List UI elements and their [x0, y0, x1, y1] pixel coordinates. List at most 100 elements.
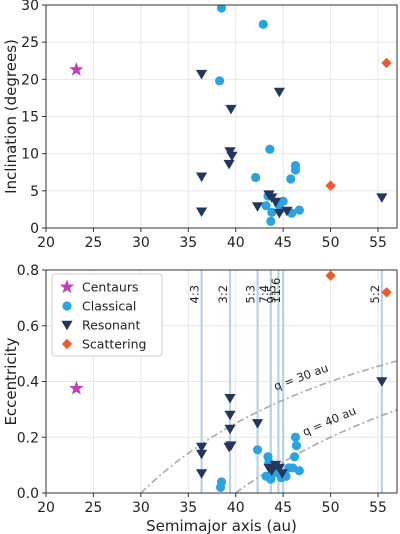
x-tick-label: 25 [85, 235, 103, 251]
data-point-resonant [376, 193, 388, 203]
perihelion-label: q = 30 au [272, 361, 330, 394]
x-tick-label: 35 [179, 235, 197, 251]
data-point-classical [216, 5, 227, 13]
data-point-resonant [269, 197, 282, 208]
data-point-classical [215, 482, 226, 493]
legend-marker-centaurs [59, 279, 75, 294]
y-tick-label: 0.6 [17, 319, 39, 335]
data-point-scattering [325, 180, 336, 191]
plot-area [69, 5, 392, 226]
resonance-label: 9:5 [264, 285, 278, 304]
resonance-label: 5:3 [244, 285, 258, 304]
data-point-classical [266, 474, 276, 484]
x-tick-label: 45 [274, 500, 292, 516]
y-tick-label: 0.2 [17, 430, 39, 446]
y-tick-label: 20 [21, 72, 39, 88]
data-point-classical [267, 207, 277, 217]
x-tick-label: 50 [322, 500, 340, 516]
x-tick-label: 45 [274, 235, 292, 251]
data-point-classical [258, 19, 268, 29]
x-tick-label: 40 [227, 235, 245, 251]
resonance-label: 3:2 [216, 285, 230, 304]
data-point-resonant [273, 463, 285, 474]
y-axis-label: Eccentricity [2, 337, 20, 425]
data-point-resonant [225, 104, 237, 115]
y-axis-label: Inclination (degrees) [2, 39, 20, 194]
x-tick-label: 40 [227, 500, 245, 516]
data-point-resonant [376, 377, 388, 387]
data-point-resonant [223, 159, 235, 170]
data-point-scattering [381, 287, 392, 298]
data-point-resonant [273, 87, 285, 98]
legend-label-scattering: Scattering [82, 337, 146, 352]
data-point-resonant [273, 208, 285, 219]
y-tick-label: 5 [30, 184, 39, 200]
resonance-label: 5:2 [368, 285, 382, 304]
legend-label-centaurs: Centaurs [82, 280, 138, 295]
data-point-resonant [195, 172, 208, 183]
y-tick-label: 0.4 [17, 375, 39, 391]
data-point-centaurs [69, 380, 84, 395]
data-point-resonant [224, 424, 236, 435]
data-point-resonant [226, 151, 238, 162]
data-point-centaurs [69, 62, 84, 76]
data-point-resonant [266, 466, 278, 477]
resonance-label: 4:3 [188, 285, 202, 304]
data-point-resonant [195, 207, 208, 217]
data-point-resonant [195, 449, 208, 460]
legend-marker-resonant [61, 320, 73, 331]
legend-label-classical: Classical [82, 299, 136, 314]
inclination-panel: 0 5 10 15 20 25 30 20 25 30 35 40 45 50 55 Inclination … [2, 0, 398, 251]
x-tick-label: 30 [132, 500, 150, 516]
x-tick-label: 50 [322, 235, 340, 251]
perihelion-curve [140, 360, 397, 493]
y-tick-label: 10 [21, 147, 39, 163]
x-tick-label: 25 [85, 500, 103, 516]
y-tick-label: 0.8 [17, 263, 39, 279]
legend-marker-scattering [61, 338, 73, 350]
data-point-classical [251, 172, 261, 183]
data-point-classical [286, 174, 296, 184]
data-point-resonant [276, 469, 288, 479]
x-tick-label: 20 [37, 235, 55, 251]
x-tick-label: 55 [369, 235, 387, 251]
data-point-classical [289, 452, 300, 462]
y-tick-label: 0 [30, 221, 39, 237]
legend-marker-classical [62, 301, 72, 311]
data-point-classical [215, 76, 225, 86]
y-tick-label: 25 [21, 35, 39, 51]
resonance-label: 7:4 [257, 285, 271, 304]
legend-label-resonant: Resonant [82, 318, 140, 333]
data-point-classical [266, 216, 276, 226]
data-point-classical [290, 165, 301, 175]
resonance-label: 11:6 [269, 278, 283, 304]
data-point-resonant [195, 469, 208, 479]
data-point-scattering [325, 270, 336, 281]
data-point-classical [261, 201, 271, 211]
data-point-resonant [223, 442, 235, 453]
x-axis-label: Semimajor axis (au) [146, 517, 297, 534]
x-tick-label: 35 [179, 500, 197, 516]
data-point-resonant [195, 69, 208, 80]
data-point-resonant [224, 410, 236, 421]
data-point-resonant [251, 202, 264, 212]
y-tick-label: 0.0 [17, 486, 39, 502]
x-tick-label: 30 [132, 235, 150, 251]
data-point-classical [294, 205, 304, 215]
data-point-resonant [224, 394, 236, 404]
data-point-resonant [251, 419, 264, 429]
eccentricity-panel: 4:3 3:2 5:3 7:49:511:6 5:2 q = 30 au q = 40 au… [2, 263, 398, 534]
x-tick-label: 55 [369, 500, 387, 516]
plot-area [69, 270, 397, 493]
x-tick-label: 20 [37, 500, 55, 516]
y-tick-label: 15 [21, 110, 39, 126]
data-point-scattering [381, 57, 392, 69]
data-point-classical [265, 144, 275, 154]
data-point-classical [294, 466, 304, 476]
y-tick-label: 30 [21, 0, 39, 14]
legend: Centaurs Classical Resonant Scattering [51, 273, 163, 357]
data-point-classical [252, 445, 263, 455]
data-point-classical [291, 441, 302, 451]
data-point-classical [290, 432, 301, 442]
